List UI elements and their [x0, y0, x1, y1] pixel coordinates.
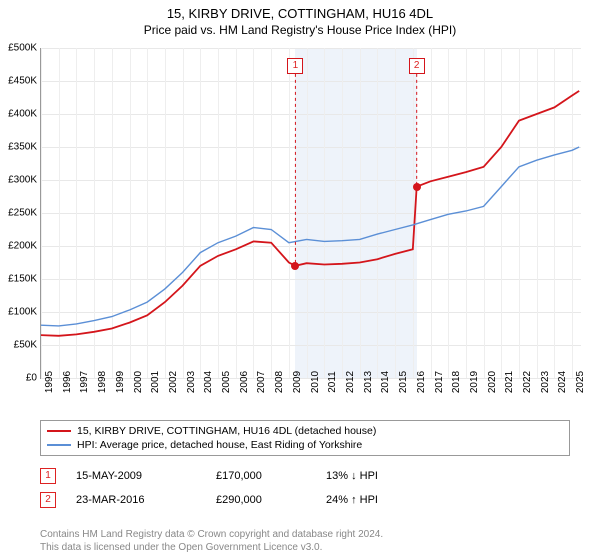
- sale-marker: 2: [40, 492, 56, 508]
- y-tick-label: £200K: [0, 241, 37, 252]
- x-tick-label: 1997: [79, 371, 90, 393]
- sales-table: 1 15-MAY-2009 £170,000 13% ↓ HPI 2 23-MA…: [40, 464, 570, 512]
- sale-point-dot: [291, 262, 299, 270]
- x-tick-label: 2000: [133, 371, 144, 393]
- x-tick-label: 1996: [62, 371, 73, 393]
- x-tick-label: 2005: [221, 371, 232, 393]
- x-tick-label: 1995: [44, 371, 55, 393]
- sale-row: 2 23-MAR-2016 £290,000 24% ↑ HPI: [40, 488, 570, 512]
- x-tick-label: 2019: [469, 371, 480, 393]
- x-tick-label: 2014: [380, 371, 391, 393]
- x-tick-label: 2020: [487, 371, 498, 393]
- x-tick-label: 2006: [239, 371, 250, 393]
- chart-subtitle: Price paid vs. HM Land Registry's House …: [0, 21, 600, 37]
- y-tick-label: £250K: [0, 208, 37, 219]
- sale-date: 15-MAY-2009: [76, 470, 216, 482]
- x-tick-label: 2021: [504, 371, 515, 393]
- legend-box: 15, KIRBY DRIVE, COTTINGHAM, HU16 4DL (d…: [40, 420, 570, 456]
- y-tick-label: £150K: [0, 274, 37, 285]
- x-tick-label: 1998: [97, 371, 108, 393]
- x-tick-label: 2015: [398, 371, 409, 393]
- x-tick-label: 2016: [416, 371, 427, 393]
- legend-row: HPI: Average price, detached house, East…: [47, 438, 563, 452]
- x-tick-label: 2012: [345, 371, 356, 393]
- sale-price: £290,000: [216, 494, 326, 506]
- sale-point-dot: [413, 183, 421, 191]
- x-tick-label: 2024: [557, 371, 568, 393]
- sale-marker-box: 1: [287, 58, 303, 74]
- x-tick-label: 1999: [115, 371, 126, 393]
- series-line-hpi: [41, 147, 579, 326]
- y-tick-label: £350K: [0, 142, 37, 153]
- sale-row: 1 15-MAY-2009 £170,000 13% ↓ HPI: [40, 464, 570, 488]
- x-tick-label: 2008: [274, 371, 285, 393]
- x-tick-label: 2007: [256, 371, 267, 393]
- attribution: Contains HM Land Registry data © Crown c…: [40, 528, 383, 554]
- series-line-property: [41, 91, 579, 336]
- x-tick-label: 2025: [575, 371, 586, 393]
- legend: 15, KIRBY DRIVE, COTTINGHAM, HU16 4DL (d…: [40, 420, 570, 512]
- legend-label: HPI: Average price, detached house, East…: [77, 439, 362, 451]
- x-tick-label: 2022: [522, 371, 533, 393]
- x-tick-label: 2017: [434, 371, 445, 393]
- x-tick-label: 2001: [150, 371, 161, 393]
- line-layer: [41, 48, 581, 378]
- plot-area: £0£50K£100K£150K£200K£250K£300K£350K£400…: [40, 48, 581, 379]
- x-tick-label: 2004: [203, 371, 214, 393]
- attribution-line: Contains HM Land Registry data © Crown c…: [40, 528, 383, 541]
- x-tick-label: 2023: [540, 371, 551, 393]
- y-tick-label: £500K: [0, 43, 37, 54]
- sale-marker: 1: [40, 468, 56, 484]
- legend-row: 15, KIRBY DRIVE, COTTINGHAM, HU16 4DL (d…: [47, 424, 563, 438]
- sale-price: £170,000: [216, 470, 326, 482]
- legend-swatch: [47, 430, 71, 432]
- y-tick-label: £450K: [0, 76, 37, 87]
- x-tick-label: 2011: [327, 371, 338, 393]
- y-tick-label: £300K: [0, 175, 37, 186]
- x-tick-label: 2002: [168, 371, 179, 393]
- sale-diff: 24% ↑ HPI: [326, 494, 436, 506]
- y-tick-label: £0: [0, 373, 37, 384]
- x-tick-label: 2009: [292, 371, 303, 393]
- chart-title: 15, KIRBY DRIVE, COTTINGHAM, HU16 4DL: [0, 0, 600, 21]
- sale-marker-box: 2: [409, 58, 425, 74]
- legend-label: 15, KIRBY DRIVE, COTTINGHAM, HU16 4DL (d…: [77, 425, 376, 437]
- chart-container: 15, KIRBY DRIVE, COTTINGHAM, HU16 4DL Pr…: [0, 0, 600, 560]
- attribution-line: This data is licensed under the Open Gov…: [40, 541, 383, 554]
- y-tick-label: £400K: [0, 109, 37, 120]
- y-tick-label: £50K: [0, 340, 37, 351]
- sale-date: 23-MAR-2016: [76, 494, 216, 506]
- y-tick-label: £100K: [0, 307, 37, 318]
- x-tick-label: 2018: [451, 371, 462, 393]
- x-tick-label: 2010: [310, 371, 321, 393]
- legend-swatch: [47, 444, 71, 446]
- x-tick-label: 2013: [363, 371, 374, 393]
- x-tick-label: 2003: [186, 371, 197, 393]
- sale-diff: 13% ↓ HPI: [326, 470, 436, 482]
